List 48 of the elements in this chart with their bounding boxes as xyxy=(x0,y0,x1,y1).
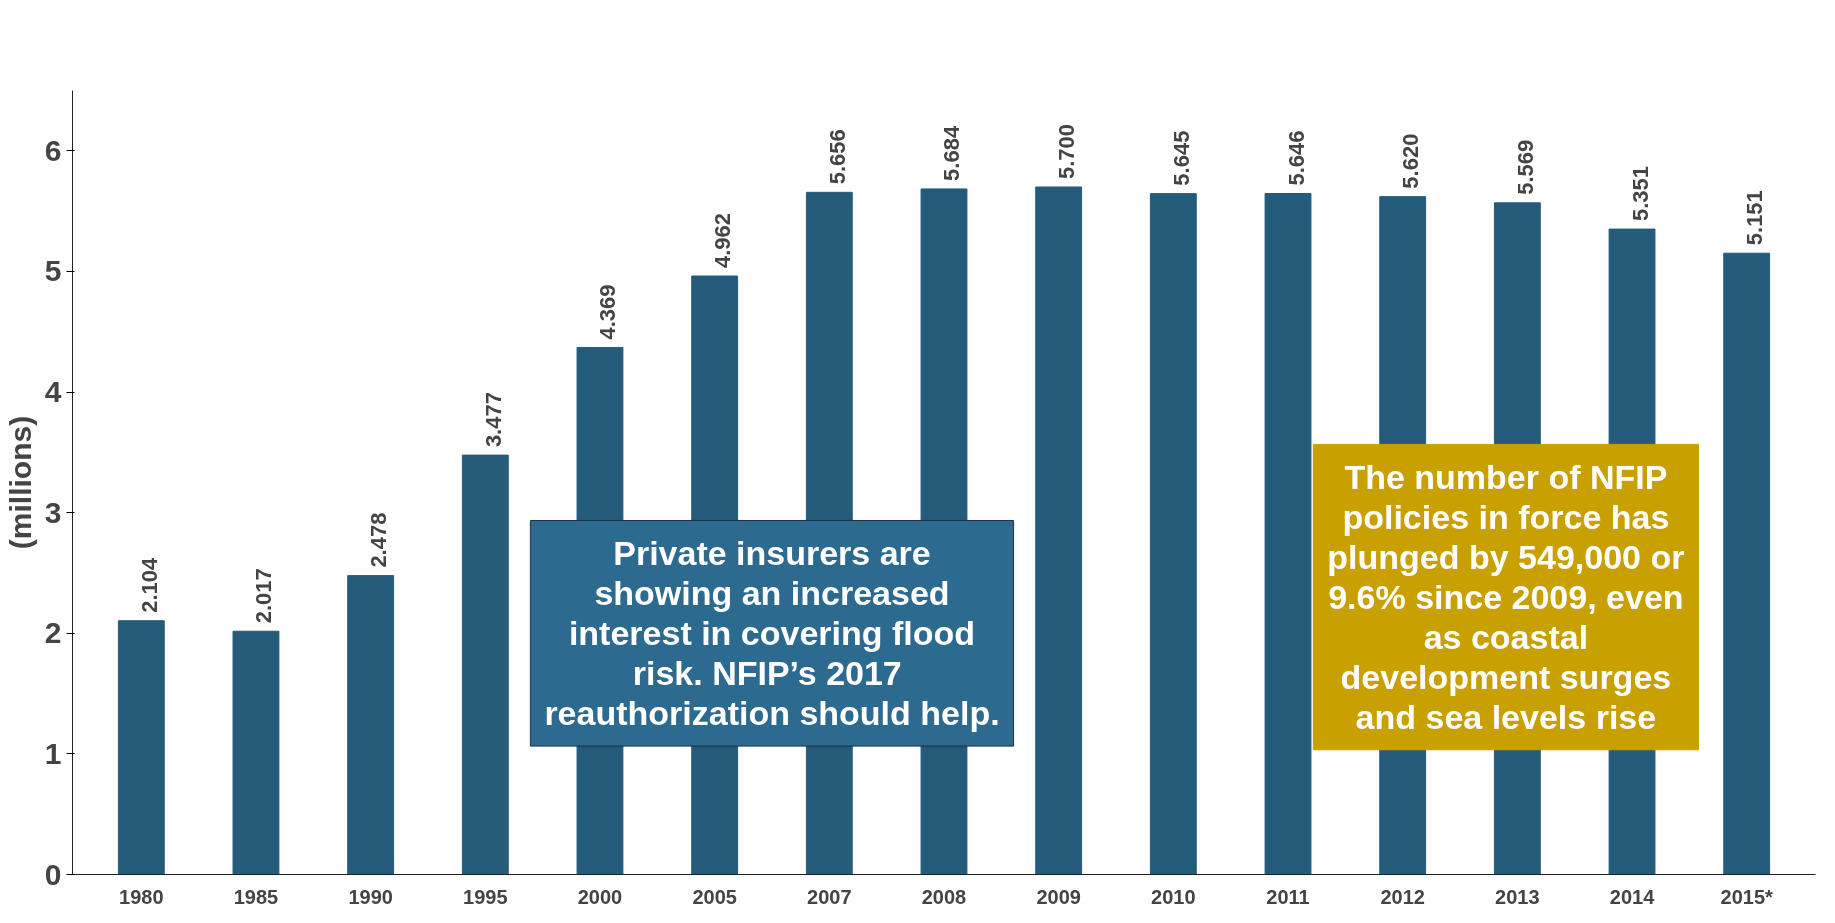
bar xyxy=(1264,193,1312,875)
x-tick-label: 2008 xyxy=(921,885,967,908)
bar xyxy=(232,630,280,875)
x-tick-label: 1995 xyxy=(463,885,508,908)
data-label: 4.962 xyxy=(710,212,736,269)
data-label: 5.646 xyxy=(1283,130,1309,186)
data-label: 4.369 xyxy=(595,284,621,340)
data-label: 5.684 xyxy=(939,125,965,181)
annotation: The number of NFIP policies in force has plunged by 549,000 or 9.6% since 2009, even as coastal development surges and sea levels rise xyxy=(1327,458,1685,736)
y-tick-label: 2 xyxy=(44,616,62,650)
x-tick-label: 2015* xyxy=(1720,885,1774,908)
x-tick-label: 1980 xyxy=(119,885,164,908)
data-label: 5.620 xyxy=(1398,133,1424,189)
y-axis-title: (millions) xyxy=(3,415,37,550)
y-tick-label: 4 xyxy=(44,375,62,409)
bar xyxy=(461,454,509,875)
x-tick-label: 2010 xyxy=(1151,885,1196,908)
data-label: 5.151 xyxy=(1742,190,1768,246)
bar xyxy=(347,575,395,875)
x-tick-label: 2009 xyxy=(1036,885,1081,908)
x-tick-label: 2005 xyxy=(692,885,737,908)
x-tick-label: 2000 xyxy=(577,885,623,908)
y-tick-label: 6 xyxy=(44,133,62,167)
y-tick-label: 1 xyxy=(44,736,62,770)
bar xyxy=(117,620,165,875)
data-label: 5.700 xyxy=(1054,123,1080,179)
bar xyxy=(1035,186,1083,875)
data-label: 5.569 xyxy=(1512,139,1538,195)
x-tick-label: 1985 xyxy=(233,885,279,908)
y-tick-label: 0 xyxy=(44,857,62,891)
data-label: 2.104 xyxy=(136,556,162,613)
x-tick-label: 2014 xyxy=(1609,885,1656,908)
bar xyxy=(1723,252,1771,875)
x-tick-label: 2013 xyxy=(1495,885,1540,908)
x-tick-label: 2012 xyxy=(1380,885,1425,908)
data-label: 2.478 xyxy=(366,512,392,568)
x-tick-label: 1990 xyxy=(348,885,393,908)
annotation: Private insurers are showing an increased interest in covering flood risk. NFIP’s 2017 reauthorization should help. xyxy=(544,534,1000,733)
data-label: 5.645 xyxy=(1168,130,1194,186)
x-tick-label: 2011 xyxy=(1266,885,1310,908)
bar xyxy=(1149,193,1197,875)
y-tick-label: 5 xyxy=(44,254,62,288)
data-label: 5.656 xyxy=(824,129,850,185)
data-label: 2.017 xyxy=(251,568,277,624)
y-tick-label: 3 xyxy=(44,495,62,529)
data-label: 5.351 xyxy=(1627,166,1653,222)
x-tick-label: 2007 xyxy=(807,885,852,908)
data-label: 3.477 xyxy=(480,392,506,448)
